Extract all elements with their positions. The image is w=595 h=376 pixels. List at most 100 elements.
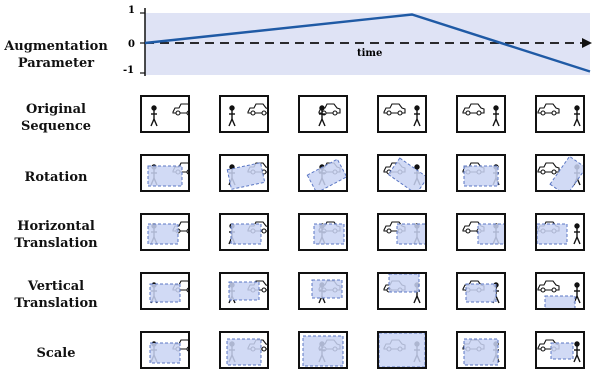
row-label-horizontal-translation: Horizontal Translation: [14, 219, 98, 251]
person-icon: [318, 105, 326, 127]
person-icon: [492, 105, 500, 127]
augmentation-overlay: [387, 157, 425, 190]
frame-illustration: [537, 103, 581, 127]
frame-illustration: [383, 274, 421, 304]
frame-illustration: [147, 221, 188, 245]
frame-illustration: [379, 333, 425, 367]
parameter-series-line: [144, 13, 591, 73]
augmentation-overlay: [228, 281, 260, 301]
frame-illustration: [147, 162, 188, 187]
y-tick-label-0: 0: [128, 39, 135, 50]
frame-rotation-5: [456, 154, 506, 192]
frame-illustration: [537, 156, 583, 190]
frame-scale-5: [456, 331, 506, 369]
person-icon: [573, 282, 581, 304]
frame-vtrans-3: [298, 272, 348, 310]
frame-illustration: [537, 221, 581, 245]
row-label-augmentation-parameter: Augmentation Parameter: [4, 39, 108, 71]
augmentation-overlay: [396, 223, 425, 245]
frame-scale-1: [140, 331, 190, 369]
frame-htrans-2: [219, 213, 269, 251]
augmentation-overlay: [463, 165, 499, 187]
car-icon: [537, 280, 560, 293]
frame-illustration: [383, 221, 425, 245]
frame-htrans-5: [456, 213, 506, 251]
person-icon: [150, 105, 158, 127]
car-icon: [247, 103, 267, 116]
augmentation-overlay: [230, 223, 262, 245]
frame-illustration: [537, 339, 581, 363]
car-icon: [537, 103, 560, 116]
augmentation-overlay: [226, 338, 262, 366]
frame-vtrans-2: [219, 272, 269, 310]
y-tick-label-1: 1: [128, 5, 135, 16]
frame-vtrans-6: [535, 272, 585, 310]
frame-illustration: [311, 279, 343, 304]
augmentation-overlay: [465, 283, 497, 303]
frame-illustration: [226, 162, 267, 190]
frame-original-4: [377, 95, 427, 133]
frame-htrans-6: [535, 213, 585, 251]
frame-illustration: [228, 280, 267, 304]
frame-illustration: [462, 338, 500, 366]
augmentation-overlay: [147, 223, 179, 245]
frame-htrans-1: [140, 213, 190, 251]
time-axis-arrowhead: [582, 38, 592, 48]
frame-illustration: [462, 280, 500, 304]
augmentation-overlay: [537, 223, 568, 245]
augmentation-overlay: [463, 338, 499, 366]
augmentation-overlay: [226, 162, 266, 190]
frame-original-1: [140, 95, 190, 133]
row-label-vertical-translation: Vertical Translation: [14, 279, 98, 311]
augmentation-overlay: [477, 223, 504, 245]
frame-original-3: [298, 95, 348, 133]
car-icon: [318, 103, 341, 116]
car-icon: [172, 103, 188, 116]
frame-scale-2: [219, 331, 269, 369]
frame-illustration: [383, 103, 421, 127]
frame-original-5: [456, 95, 506, 133]
augmentation-overlay: [149, 283, 181, 303]
augmentation-overlay: [147, 165, 183, 187]
chart-band: [145, 13, 590, 75]
frame-scale-6: [535, 331, 585, 369]
frame-illustration: [228, 103, 267, 127]
car-icon: [383, 103, 406, 116]
frame-illustration: [537, 280, 581, 308]
augmentation-overlay: [311, 279, 343, 299]
frame-illustration: [306, 158, 346, 190]
frame-rotation-1: [140, 154, 190, 192]
car-icon: [537, 162, 560, 175]
row-label-original-sequence: Original Sequence: [20, 102, 92, 134]
frame-vtrans-1: [140, 272, 190, 310]
frame-scale-3: [298, 331, 348, 369]
frame-htrans-3: [298, 213, 348, 251]
augmentation-overlay: [313, 223, 345, 245]
frame-illustration: [226, 338, 267, 366]
frame-illustration: [383, 157, 425, 190]
row-label-scale: Scale: [36, 346, 76, 361]
person-icon: [228, 105, 236, 127]
person-icon: [573, 105, 581, 127]
augmentation-overlay: [149, 342, 181, 364]
augmentation-overlay: [549, 156, 583, 190]
frame-illustration: [462, 162, 500, 187]
row-label-rotation: Rotation: [24, 170, 88, 185]
frame-rotation-6: [535, 154, 585, 192]
frame-rotation-2: [219, 154, 269, 192]
augmentation-overlay: [388, 274, 420, 293]
y-tick-label-neg1: -1: [123, 65, 134, 76]
frame-illustration: [149, 280, 188, 304]
augmentation-overlay: [379, 333, 425, 367]
frame-illustration: [302, 335, 344, 367]
frame-scale-4: [377, 331, 427, 369]
augmentation-overlay: [302, 335, 344, 367]
frame-illustration: [149, 339, 188, 364]
augmentation-overlay: [306, 158, 346, 190]
frame-illustration: [462, 103, 500, 127]
frame-illustration: [462, 221, 504, 245]
person-icon: [413, 105, 421, 127]
x-axis-label: time: [357, 48, 382, 59]
frame-vtrans-4: [377, 272, 427, 310]
frame-illustration: [228, 221, 267, 245]
